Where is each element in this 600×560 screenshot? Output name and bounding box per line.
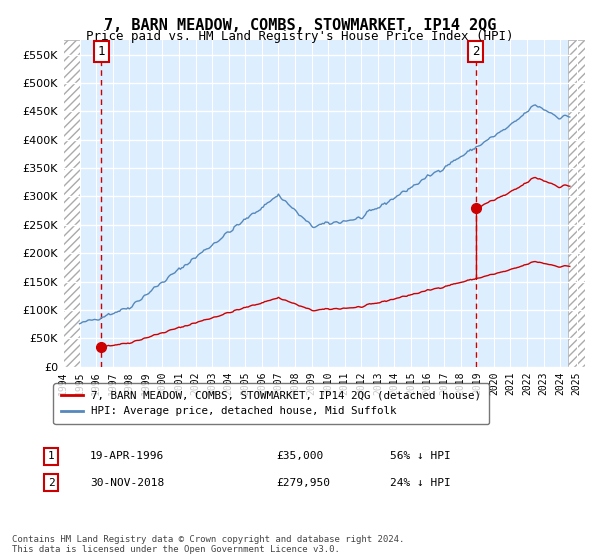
Text: 1: 1 — [47, 451, 55, 461]
Text: £35,000: £35,000 — [276, 451, 323, 461]
Text: Contains HM Land Registry data © Crown copyright and database right 2024.
This d: Contains HM Land Registry data © Crown c… — [12, 535, 404, 554]
Bar — [63, 40, 80, 367]
Text: £279,950: £279,950 — [276, 478, 330, 488]
Text: 30-NOV-2018: 30-NOV-2018 — [90, 478, 164, 488]
Text: 1: 1 — [97, 45, 105, 58]
Bar — [568, 40, 585, 367]
Text: 24% ↓ HPI: 24% ↓ HPI — [390, 478, 451, 488]
Text: 56% ↓ HPI: 56% ↓ HPI — [390, 451, 451, 461]
Text: 2: 2 — [47, 478, 55, 488]
Text: 7, BARN MEADOW, COMBS, STOWMARKET, IP14 2QG: 7, BARN MEADOW, COMBS, STOWMARKET, IP14 … — [104, 18, 496, 33]
Text: Price paid vs. HM Land Registry's House Price Index (HPI): Price paid vs. HM Land Registry's House … — [86, 30, 514, 43]
Legend: 7, BARN MEADOW, COMBS, STOWMARKET, IP14 2QG (detached house), HPI: Average price: 7, BARN MEADOW, COMBS, STOWMARKET, IP14 … — [53, 384, 489, 424]
Text: 19-APR-1996: 19-APR-1996 — [90, 451, 164, 461]
Text: 2: 2 — [472, 45, 480, 58]
